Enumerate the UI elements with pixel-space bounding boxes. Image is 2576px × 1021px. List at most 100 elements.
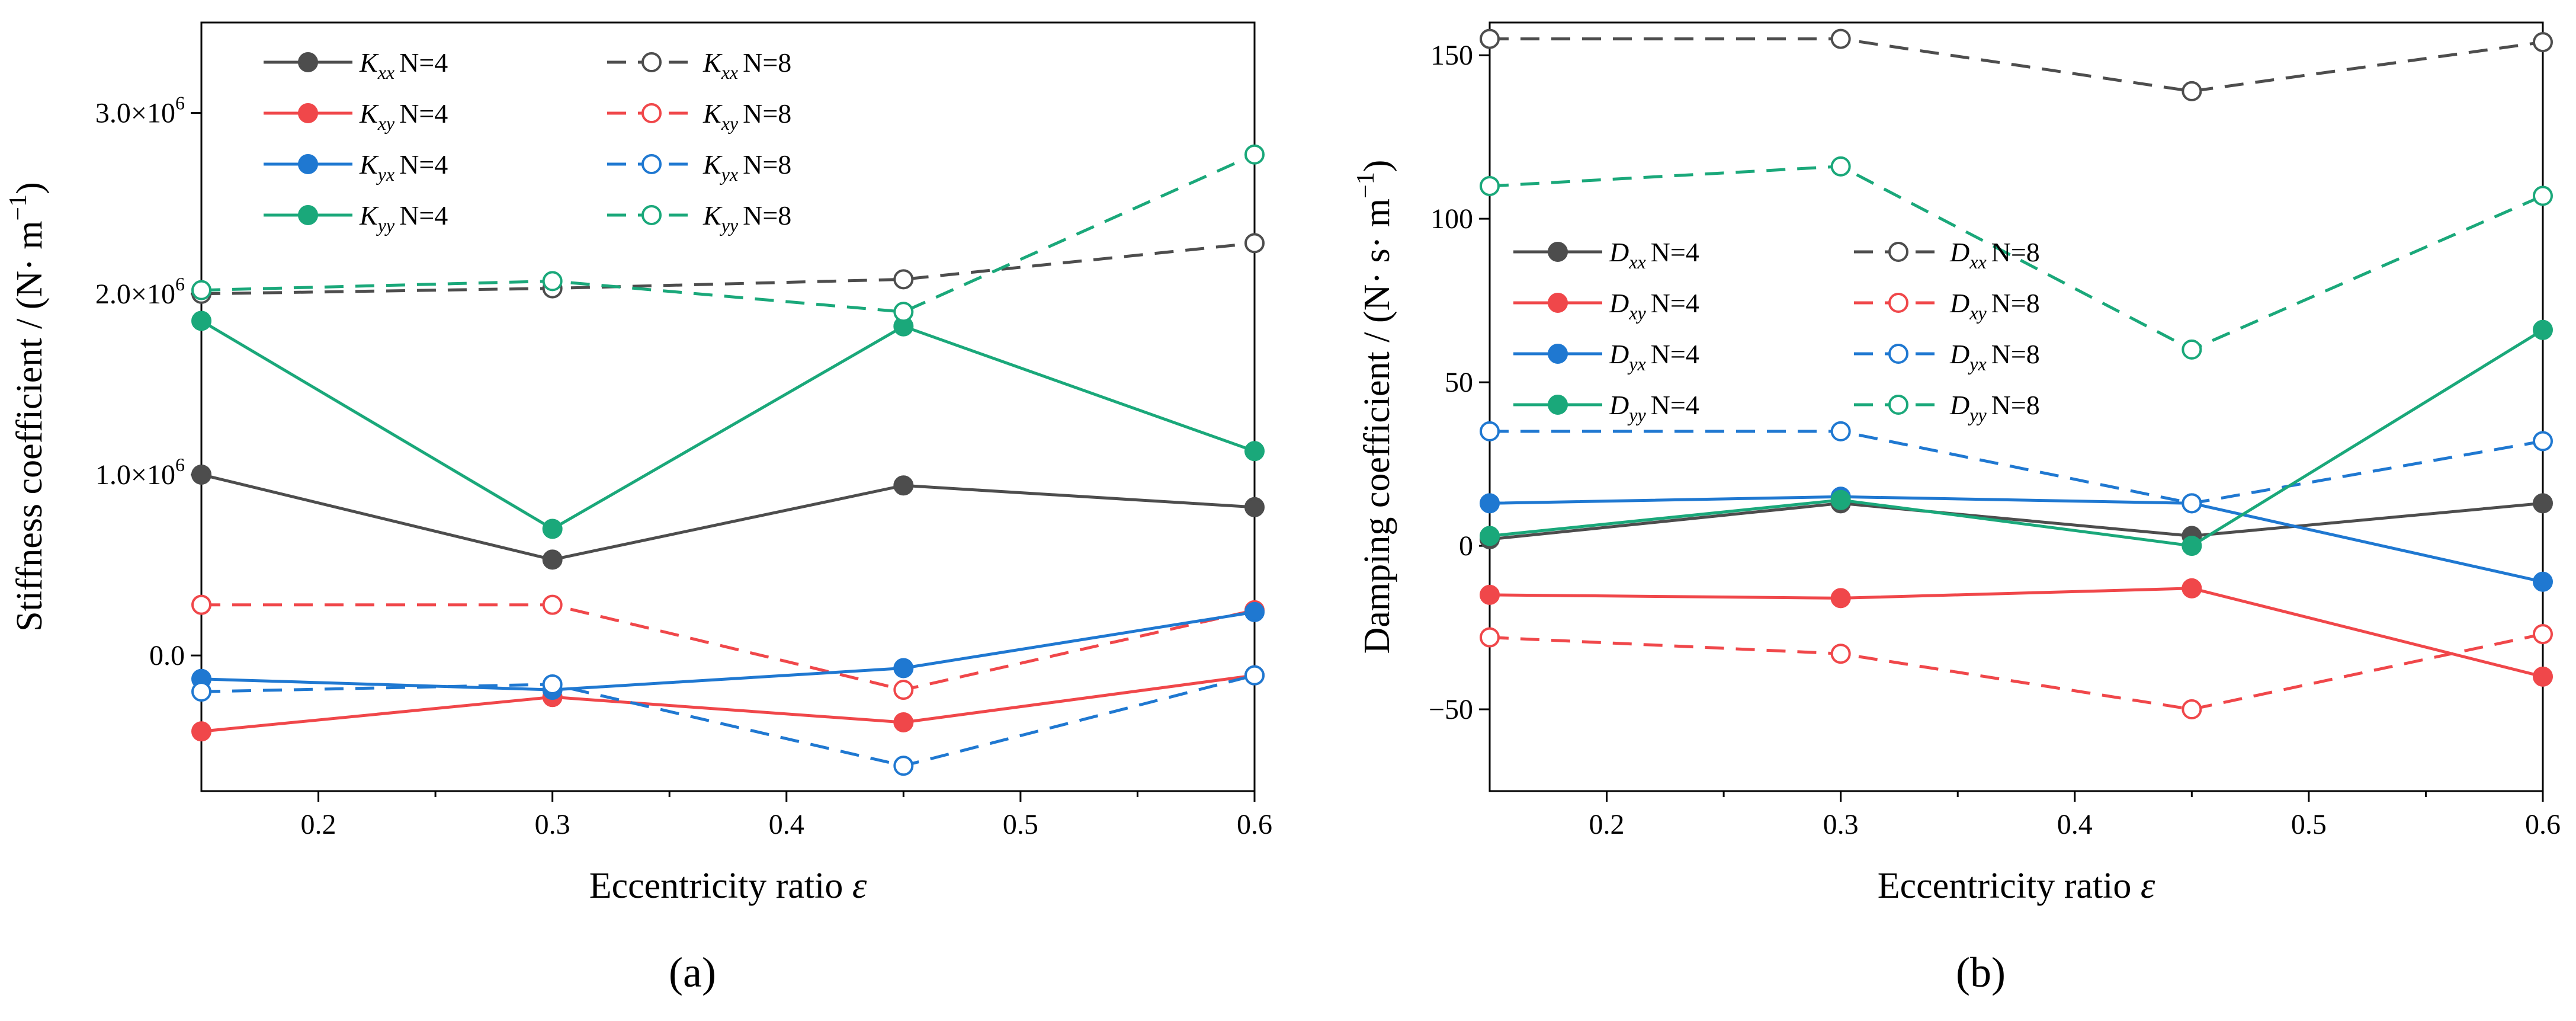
legend: Dxx N=4 Dxx N=8 Dxy N=4 Dxy N=8 Dyx N=4 Dyx N=8 Dyy N… xyxy=(1513,237,2040,425)
series-line-kxx-n8 xyxy=(201,241,1255,296)
legend-swatch-marker xyxy=(641,205,662,225)
data-point xyxy=(1830,588,1851,609)
y-tick-label: 2.0×106 xyxy=(95,273,185,310)
x-axis-label: Eccentricity ratio ε xyxy=(589,866,867,906)
data-point xyxy=(893,712,914,733)
data-point xyxy=(1480,493,1500,514)
series-line-dyy-n4 xyxy=(1489,328,2544,548)
data-point xyxy=(1480,627,1500,648)
x-tick-label: 0.4 xyxy=(769,809,804,840)
data-point xyxy=(191,280,211,300)
data-point xyxy=(1244,233,1265,254)
series-line-kxy-n8 xyxy=(201,603,1255,692)
series-line-dyy-n8 xyxy=(1489,165,2544,351)
y-tick-label: 0 xyxy=(1459,530,1473,562)
data-point xyxy=(1244,665,1265,686)
data-point xyxy=(2533,185,2553,206)
data-point xyxy=(542,518,563,539)
y-axis-label: Stiffness coefficient / (N· m−1) xyxy=(5,182,50,632)
legend-label: Kxy N=8 xyxy=(702,98,791,134)
legend-label: Dyy N=8 xyxy=(1949,390,2040,425)
data-point xyxy=(2533,319,2553,340)
data-point xyxy=(2533,624,2553,645)
plot-frame xyxy=(1489,21,2544,792)
legend-label: Kxx N=8 xyxy=(702,47,791,83)
data-point xyxy=(2182,536,2202,556)
legend-label: Dxy N=8 xyxy=(1949,288,2040,324)
legend-swatch-marker xyxy=(298,205,318,225)
data-point xyxy=(542,594,563,615)
series-line-dxx-n4 xyxy=(1489,501,2543,541)
series-line-kxy-n4 xyxy=(201,674,1255,733)
y-tick-label: −50 xyxy=(1429,694,1473,725)
data-point xyxy=(542,674,563,694)
data-point xyxy=(1244,144,1265,165)
data-point xyxy=(542,549,563,570)
legend-label: Dxy N=4 xyxy=(1609,288,1699,324)
legend-swatch-marker xyxy=(1548,344,1568,364)
legend-swatch-marker xyxy=(1548,242,1568,262)
series-line-dyx-n8 xyxy=(1490,430,2543,505)
data-point xyxy=(2533,32,2553,53)
data-point xyxy=(1480,584,1500,605)
chart-panel-1: 0.2 0.3 0.4 0.5 0.6 0.0 1.0×106 2.0×106 3.0×106 K… xyxy=(5,21,1272,996)
legend-label: Dyx N=8 xyxy=(1949,339,2040,375)
data-point xyxy=(1244,441,1265,462)
legend-swatch-marker xyxy=(1888,344,1908,364)
legend-label: Dyx N=4 xyxy=(1609,339,1699,375)
series-line-kyy-n4 xyxy=(200,319,1255,530)
data-point xyxy=(893,302,914,322)
y-tick-label: 50 xyxy=(1445,367,1473,398)
legend: Kxx N=4 Kxx N=8 Kxy N=4 Kxy N=8 Kyx N=4 Kyx N=8 Kyy N… xyxy=(264,47,791,236)
legend-swatch-marker xyxy=(1888,293,1908,313)
data-point xyxy=(2533,493,2553,514)
x-tick-label: 0.5 xyxy=(1003,809,1038,840)
y-tick-label: 150 xyxy=(1430,40,1473,71)
data-point xyxy=(2182,578,2202,598)
legend-swatch-marker xyxy=(298,52,318,72)
plot-frame xyxy=(200,21,1256,792)
x-tick-label: 0.5 xyxy=(2291,809,2327,840)
y-tick-label: 1.0×106 xyxy=(95,454,185,491)
data-point xyxy=(893,658,914,678)
y-tick-label: 100 xyxy=(1430,203,1473,235)
series-line-kyy-n8 xyxy=(201,153,1256,313)
x-axis-label: Eccentricity ratio ε xyxy=(1878,866,2155,906)
data-point xyxy=(893,269,914,290)
data-point xyxy=(1244,497,1265,517)
y-tick-label: 3.0×106 xyxy=(95,92,185,129)
legend-label: Dxx N=8 xyxy=(1949,237,2040,273)
legend-swatch-marker xyxy=(298,103,318,123)
panel-label: (b) xyxy=(1956,949,2006,996)
legend-label: Kxx N=4 xyxy=(359,47,448,83)
series-line-dxx-n8 xyxy=(1490,37,2543,93)
y-tick-label: 0.0 xyxy=(149,640,185,671)
x-tick-label: 0.4 xyxy=(2057,809,2093,840)
data-point xyxy=(2182,493,2202,514)
legend-label: Kxy N=4 xyxy=(359,98,448,134)
data-point xyxy=(2533,571,2553,592)
legend-label: Kyx N=8 xyxy=(702,149,791,185)
data-point xyxy=(2182,699,2202,720)
legend-label: Kyy N=4 xyxy=(359,200,448,236)
legend-label: Dxx N=4 xyxy=(1609,237,1699,273)
legend-swatch-marker xyxy=(1548,293,1568,313)
x-tick-label: 0.3 xyxy=(1823,809,1859,840)
data-point xyxy=(1480,421,1500,441)
series-line-dxy-n4 xyxy=(1489,587,2543,678)
data-point xyxy=(1480,526,1500,546)
data-point xyxy=(1830,156,1851,177)
data-point xyxy=(2533,666,2553,687)
x-tick-label: 0.2 xyxy=(301,809,336,840)
data-point xyxy=(542,271,563,292)
data-point xyxy=(191,681,211,702)
series-line-dxy-n8 xyxy=(1489,632,2543,711)
legend-swatch-marker xyxy=(1888,395,1908,415)
legend-swatch-marker xyxy=(1888,242,1908,262)
series-line-kyx-n4 xyxy=(201,610,1255,692)
data-point xyxy=(1480,175,1500,196)
legend-label: Dyy N=4 xyxy=(1609,390,1699,425)
data-point xyxy=(191,464,211,485)
data-point xyxy=(893,756,914,776)
